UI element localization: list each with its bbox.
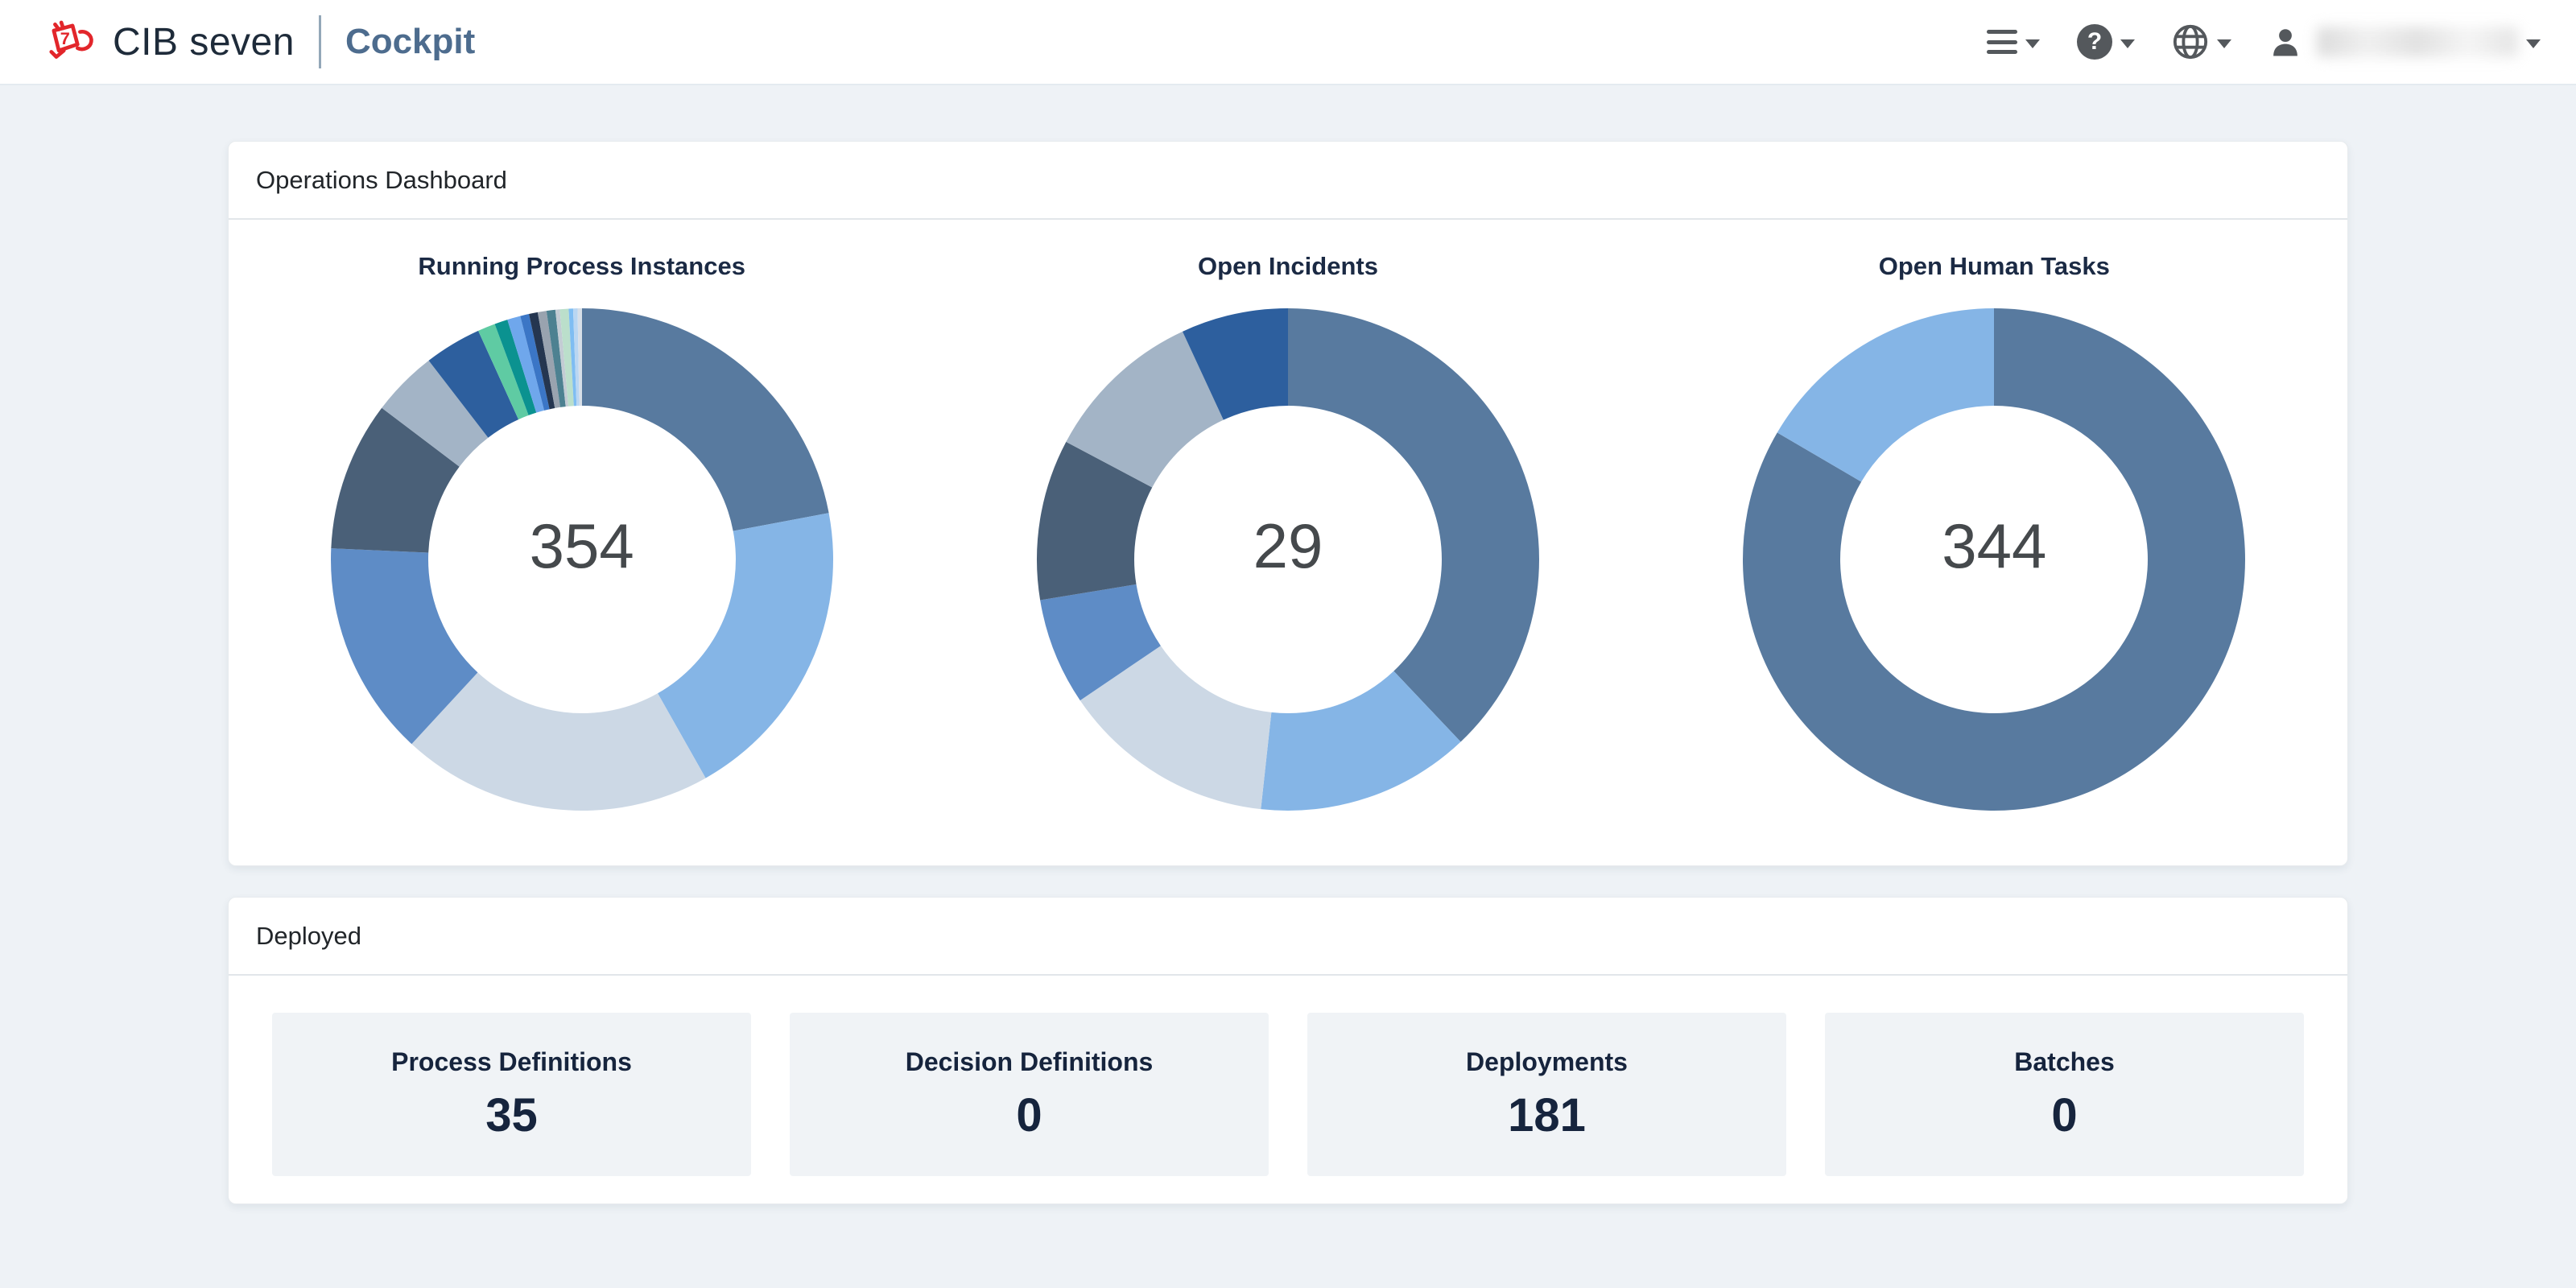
app-title: Cockpit bbox=[345, 22, 476, 61]
donut-segment[interactable] bbox=[1777, 308, 1995, 482]
chevron-down-icon bbox=[2025, 39, 2040, 48]
page-content: Operations Dashboard Running Process Ins… bbox=[0, 85, 2576, 1204]
donut-segment[interactable] bbox=[477, 324, 529, 420]
donut-segment[interactable] bbox=[546, 309, 566, 407]
brand-divider bbox=[318, 15, 321, 68]
help-icon: ? bbox=[2077, 24, 2112, 60]
stat-label: Process Definitions bbox=[391, 1046, 632, 1076]
donut-segment[interactable] bbox=[577, 308, 582, 407]
stat-value: 181 bbox=[1508, 1088, 1586, 1141]
cib-logo-icon: 7 bbox=[49, 20, 93, 59]
globe-icon bbox=[2173, 24, 2208, 60]
stat-value: 35 bbox=[485, 1088, 538, 1141]
stat-label: Batches bbox=[2014, 1046, 2115, 1076]
stat-value: 0 bbox=[2051, 1088, 2078, 1141]
donut-segment[interactable] bbox=[1261, 671, 1461, 811]
brand-name: CIB seven bbox=[113, 20, 295, 64]
donut-segment[interactable] bbox=[1040, 584, 1161, 701]
donut-chart-open-incidents[interactable] bbox=[1030, 302, 1546, 817]
brand-home-link[interactable]: 7 CIB seven bbox=[45, 17, 295, 67]
chart-running-process-instances: Running Process Instances 354 bbox=[229, 220, 935, 817]
operations-dashboard-panel: Operations Dashboard Running Process Ins… bbox=[228, 141, 2348, 866]
donut-segment[interactable] bbox=[1743, 308, 2246, 811]
donut-segment[interactable] bbox=[572, 308, 580, 407]
donut-segment[interactable] bbox=[494, 320, 536, 415]
donut-segment[interactable] bbox=[330, 548, 478, 745]
operations-panel-title: Operations Dashboard bbox=[229, 142, 2347, 220]
donut-segment[interactable] bbox=[519, 314, 550, 411]
donut-segment[interactable] bbox=[1287, 308, 1539, 742]
chart-open-human-tasks: Open Human Tasks 344 bbox=[1641, 220, 2347, 817]
language-dropdown[interactable] bbox=[2172, 23, 2231, 60]
user-menu-dropdown[interactable] bbox=[2268, 25, 2541, 59]
stat-card-process-definitions: Process Definitions 35 bbox=[272, 1013, 751, 1176]
main-menu-dropdown[interactable] bbox=[1987, 30, 2040, 54]
donut-segment[interactable] bbox=[657, 513, 833, 778]
donut-segment[interactable] bbox=[506, 316, 544, 413]
donut-chart-open-human-tasks[interactable] bbox=[1736, 302, 2252, 817]
deployed-panel: Deployed Process Definitions 35 Decision… bbox=[228, 897, 2348, 1204]
stat-card-batches: Batches 0 bbox=[1825, 1013, 2304, 1176]
user-name-redacted bbox=[2317, 27, 2518, 57]
chevron-down-icon bbox=[2526, 39, 2541, 48]
person-icon bbox=[2273, 29, 2297, 56]
hamburger-menu-icon bbox=[1987, 30, 2017, 54]
stat-card-decision-definitions: Decision Definitions 0 bbox=[790, 1013, 1269, 1176]
charts-row: Running Process Instances 354 Open Incid… bbox=[229, 220, 2347, 865]
donut-segment[interactable] bbox=[1036, 441, 1153, 601]
help-dropdown[interactable]: ? bbox=[2077, 24, 2135, 60]
donut-segment[interactable] bbox=[537, 311, 560, 408]
chart-title: Open Human Tasks bbox=[1878, 252, 2110, 280]
donut-segment[interactable] bbox=[528, 312, 555, 410]
chevron-down-icon bbox=[2120, 39, 2135, 48]
donut-segment[interactable] bbox=[559, 308, 574, 407]
donut-segment[interactable] bbox=[1182, 308, 1288, 420]
donut-segment[interactable] bbox=[411, 672, 706, 811]
donut-segment[interactable] bbox=[1066, 331, 1224, 488]
chart-title: Running Process Instances bbox=[418, 252, 745, 280]
stat-value: 0 bbox=[1016, 1088, 1042, 1141]
donut-chart-running-process-instances[interactable] bbox=[324, 302, 840, 817]
donut-segment[interactable] bbox=[581, 308, 829, 531]
chevron-down-icon bbox=[2217, 39, 2231, 48]
donut-segment[interactable] bbox=[428, 330, 518, 438]
stat-label: Deployments bbox=[1466, 1046, 1628, 1076]
donut-segment[interactable] bbox=[330, 407, 460, 553]
donut-segment[interactable] bbox=[555, 309, 568, 407]
deployed-panel-title: Deployed bbox=[229, 898, 2347, 976]
donut-segment[interactable] bbox=[1080, 646, 1272, 810]
stat-card-deployments: Deployments 181 bbox=[1307, 1013, 1786, 1176]
donut-segment[interactable] bbox=[381, 360, 489, 467]
deployed-cards-row: Process Definitions 35 Decision Definiti… bbox=[229, 976, 2347, 1203]
svg-text:7: 7 bbox=[60, 28, 70, 48]
donut-segment[interactable] bbox=[568, 308, 576, 407]
stat-label: Decision Definitions bbox=[905, 1046, 1154, 1076]
chart-title: Open Incidents bbox=[1198, 252, 1378, 280]
top-navbar: 7 CIB seven Cockpit ? bbox=[0, 0, 2576, 85]
chart-open-incidents: Open Incidents 29 bbox=[935, 220, 1641, 817]
